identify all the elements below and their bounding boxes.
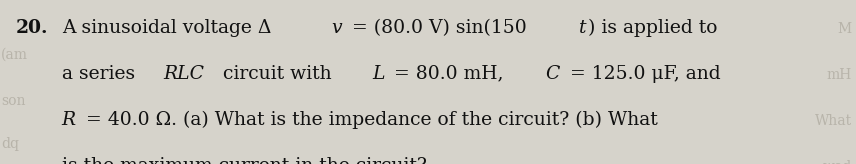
Text: dq: dq	[1, 137, 19, 151]
Text: mH: mH	[827, 68, 852, 82]
Text: C: C	[545, 65, 560, 83]
Text: t: t	[579, 19, 586, 37]
Text: a series: a series	[62, 65, 140, 83]
Text: L: L	[372, 65, 385, 83]
Text: R: R	[62, 111, 76, 129]
Text: M: M	[837, 22, 852, 36]
Text: wod: wod	[823, 160, 852, 164]
Text: = 125.0 μF, and: = 125.0 μF, and	[564, 65, 721, 83]
Text: 20.: 20.	[15, 19, 48, 37]
Text: A sinusoidal voltage Δ: A sinusoidal voltage Δ	[62, 19, 271, 37]
Text: son: son	[1, 94, 26, 108]
Text: = 40.0 Ω. (a) What is the impedance of the circuit? (b) What: = 40.0 Ω. (a) What is the impedance of t…	[80, 110, 657, 129]
Text: = 80.0 mH,: = 80.0 mH,	[389, 65, 510, 83]
Text: circuit with: circuit with	[217, 65, 337, 83]
Text: What: What	[815, 114, 852, 128]
Text: ) is applied to: ) is applied to	[588, 19, 718, 37]
Text: (am: (am	[1, 48, 28, 62]
Text: RLC: RLC	[163, 65, 205, 83]
Text: v: v	[332, 19, 342, 37]
Text: is the maximum current in the circuit?: is the maximum current in the circuit?	[62, 157, 426, 164]
Text: = (80.0 V) sin(150: = (80.0 V) sin(150	[346, 19, 526, 37]
